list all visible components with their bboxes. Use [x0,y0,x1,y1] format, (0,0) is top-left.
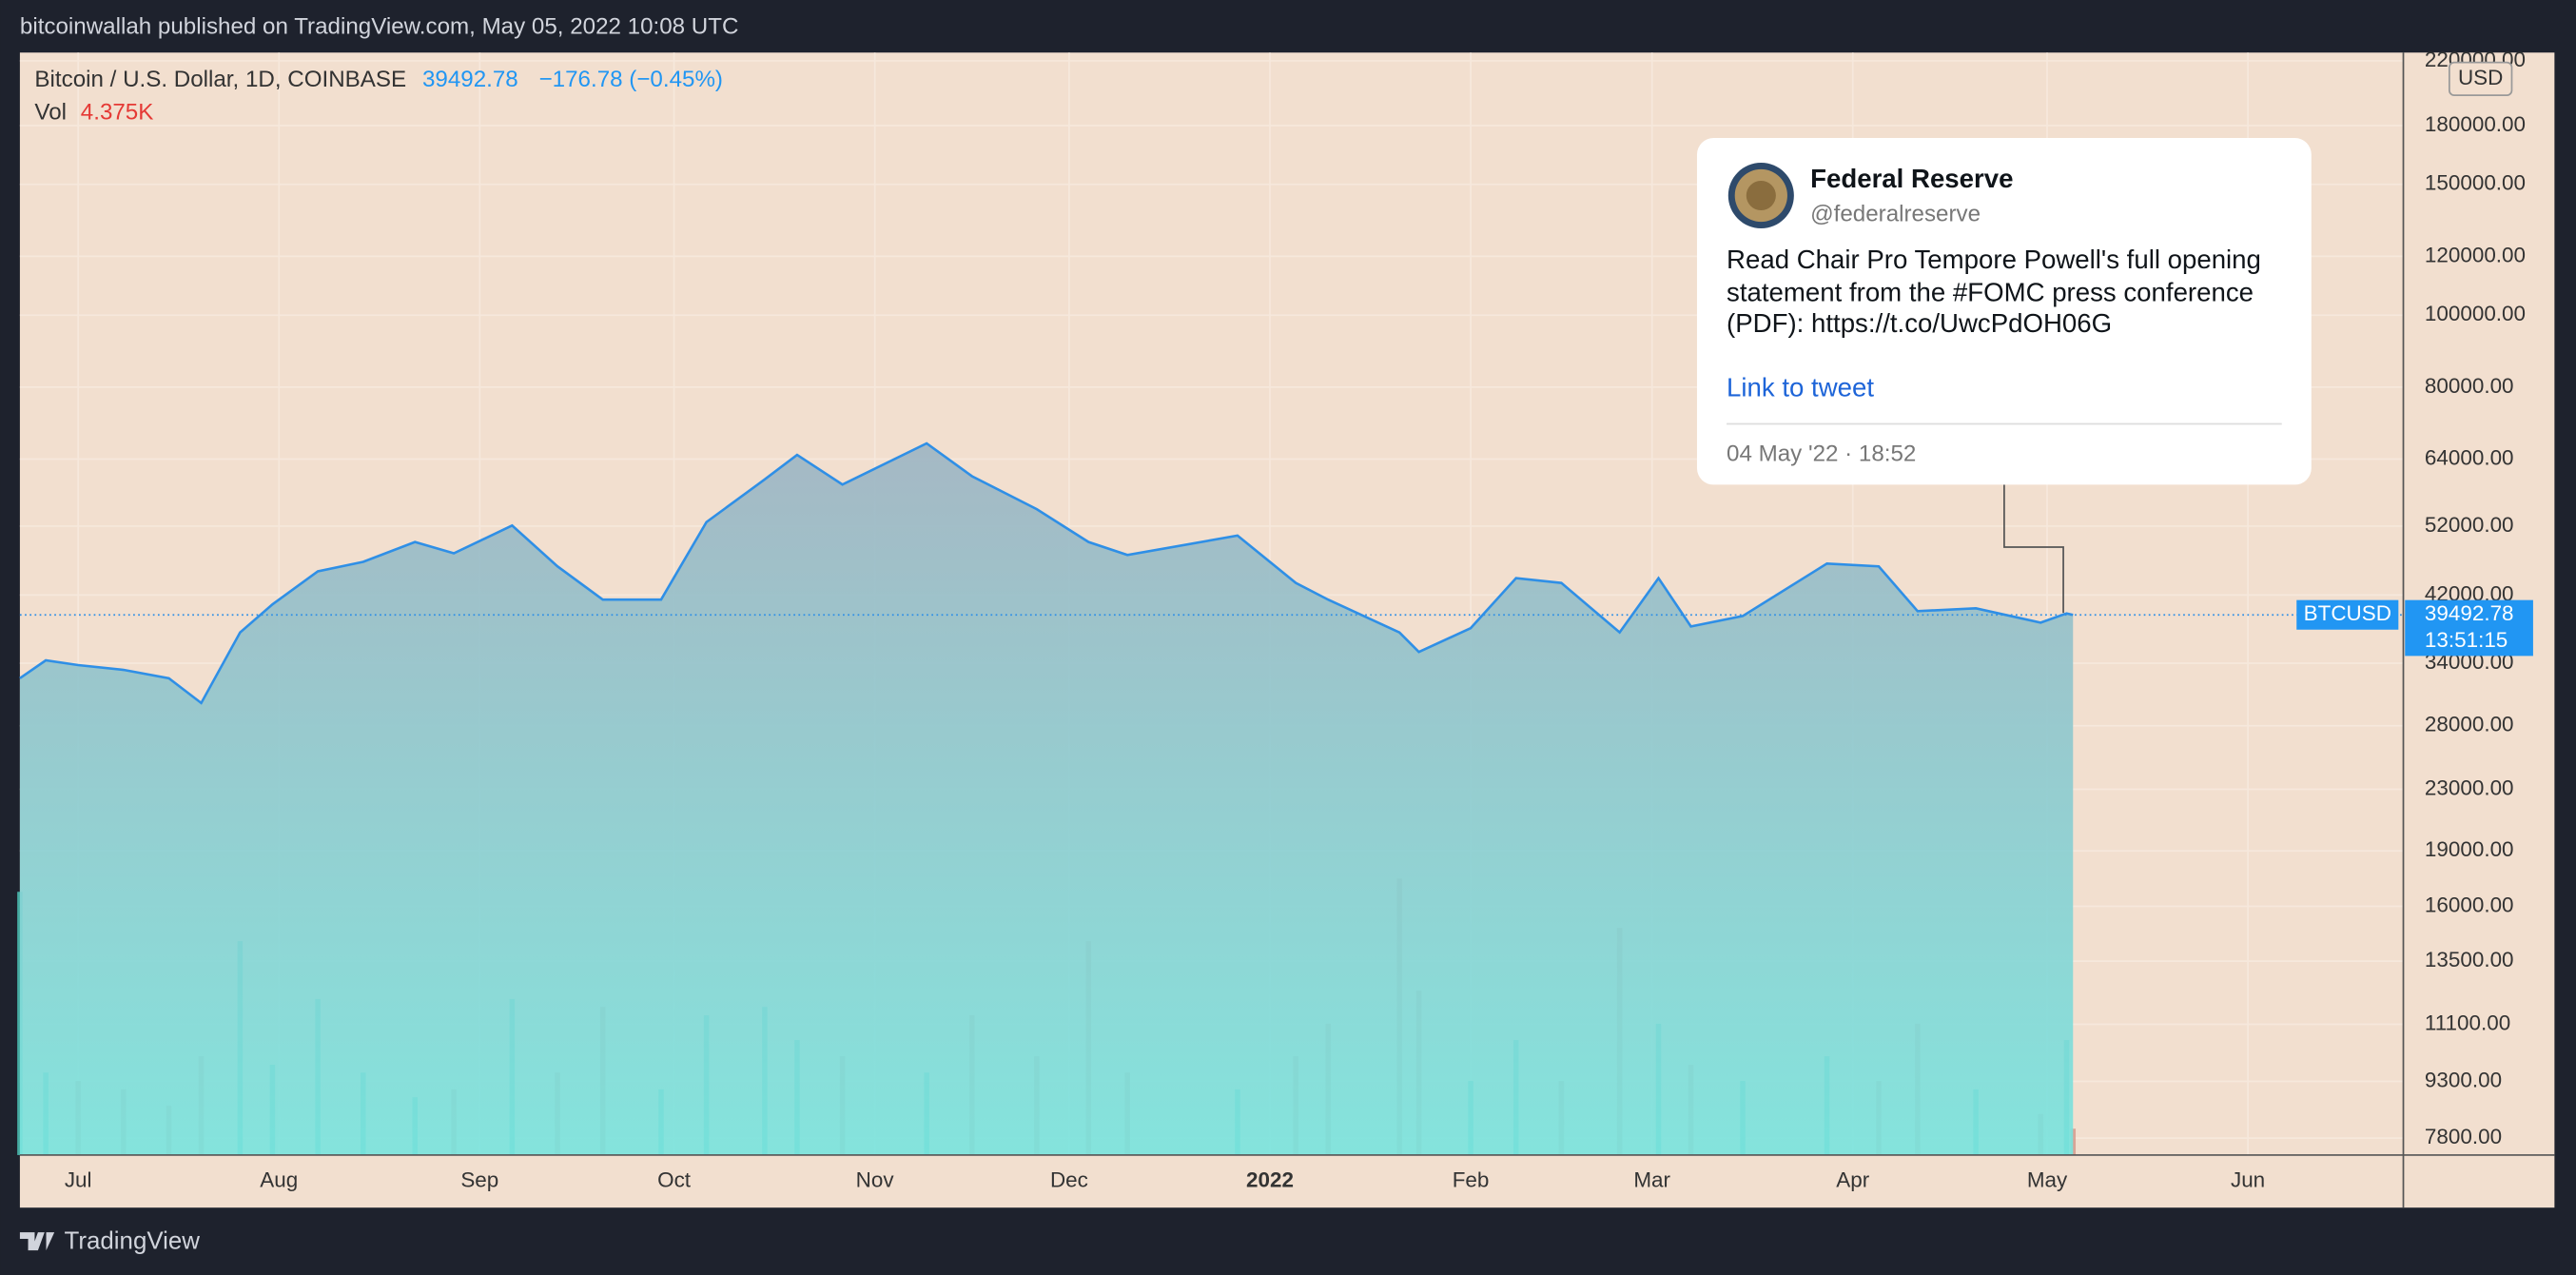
x-tick-label: Dec [1050,1167,1088,1191]
x-tick-label: Jun [2231,1167,2265,1191]
tweet-time: 04 May '22 · 18:52 [1727,441,1916,467]
currency[interactable]: USD [2458,66,2503,89]
x-tick-label: Feb [1453,1167,1490,1191]
price-tag-label: 39492.78 [2425,601,2514,625]
tweet-link[interactable]: Link to tweet [1727,373,1874,402]
tweet-handle: @federalreserve [1810,202,1981,227]
x-tick-label: Aug [260,1167,298,1191]
price-area [19,442,2074,1155]
y-tick-label: 52000.00 [2425,513,2514,537]
symbol-title: Bitcoin / U.S. Dollar, 1D, COINBASE [34,67,406,92]
publisher: bitcoinwallah published on TradingView.c… [20,14,739,40]
y-tick-label: 13500.00 [2425,948,2514,971]
change: −176.78 (−0.45%) [539,67,723,92]
y-tick-label: 100000.00 [2425,302,2526,325]
logo [19,1232,55,1251]
tweet-text: statement from the #FOMC press conferenc… [1727,277,2254,306]
currency-box[interactable] [2448,61,2513,97]
y-tick-label: 64000.00 [2425,445,2514,469]
volume-value: 4.375K [81,100,154,126]
y-tick-label: 80000.00 [2425,374,2514,398]
countdown: 13:51:15 [2425,628,2508,652]
tweet-card [1696,138,2312,485]
y-tick-label: 180000.00 [2425,112,2526,136]
connector [2003,484,2064,614]
y-tick-label: 23000.00 [2425,775,2514,799]
volume-bar [2070,1128,2077,1155]
y-tick-label: 7800.00 [2425,1125,2502,1148]
price-line [19,441,2074,705]
symbol-tag-label: BTCUSD [2304,601,2391,625]
x-tick-label: Oct [657,1167,692,1191]
y-tick-label: 28000.00 [2425,713,2514,736]
y-tick-label: 9300.00 [2425,1068,2502,1091]
price-tag [2405,599,2533,657]
volume-legend: Vol [34,100,67,126]
y-tick-label: 120000.00 [2425,243,2526,266]
last-price: 39492.78 [422,67,518,92]
footer-brand: TradingView [65,1227,201,1254]
tweet-name: Federal Reserve [1810,164,2013,193]
symbol-tag [2296,599,2399,630]
x-tick-label: Apr [1836,1167,1869,1191]
x-tick-label: Sep [460,1167,498,1191]
x-tick-label: May [2027,1167,2068,1191]
tweet-text: (PDF): https://t.co/UwcPdOH06G [1727,308,2112,338]
y-tick-label: 150000.00 [2425,171,2526,195]
y-tick-label: 19000.00 [2425,837,2514,861]
volume-bar [17,892,23,1155]
x-tick-label: 2022 [1246,1167,1294,1191]
y-tick-label: 16000.00 [2425,892,2514,916]
tweet-text: Read Chair Pro Tempore Powell's full ope… [1727,245,2261,274]
y-tick-label: 11100.00 [2425,1010,2510,1034]
x-tick-label: Mar [1633,1167,1670,1191]
avatar [1746,180,1776,211]
x-tick-label: Nov [856,1167,895,1191]
x-tick-label: Jul [65,1167,92,1191]
